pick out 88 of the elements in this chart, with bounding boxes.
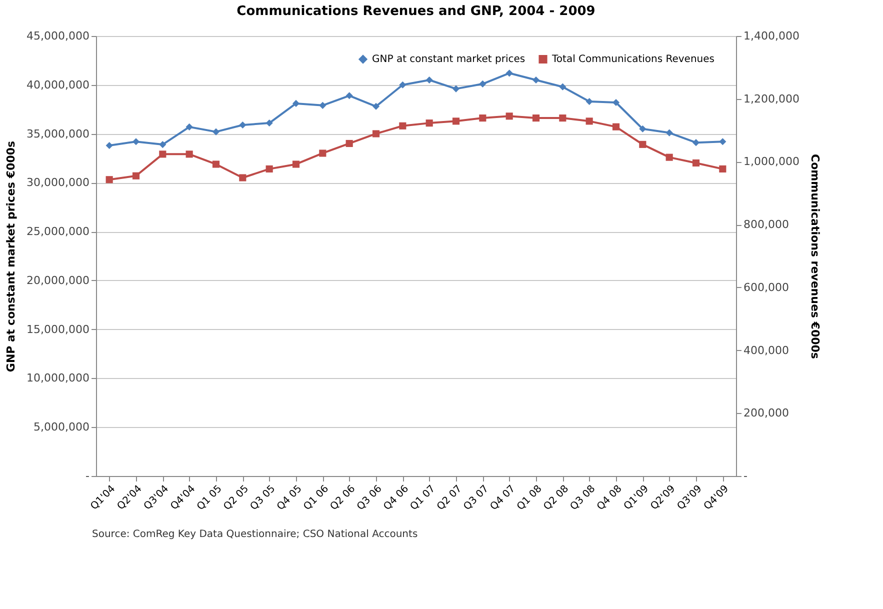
point — [692, 139, 700, 146]
y2-axis-title: Communications revenues €000s — [808, 154, 822, 360]
point — [239, 121, 246, 129]
point — [132, 172, 140, 180]
point — [266, 119, 273, 127]
point — [159, 140, 166, 148]
point — [426, 76, 433, 84]
x-tick-label: Q2 07 — [435, 484, 464, 513]
point — [159, 150, 166, 158]
point — [212, 128, 220, 136]
point — [346, 92, 353, 100]
point — [639, 125, 646, 132]
point — [666, 154, 673, 161]
point — [479, 114, 486, 122]
point — [132, 138, 140, 146]
y2-tick-label: 1,200,000 — [744, 92, 800, 106]
x-tick-label: Q3 06 — [355, 484, 384, 513]
point — [479, 80, 486, 88]
x-tick-label: Q1 08 — [515, 484, 544, 513]
x-tick-label: Q1 07 — [408, 484, 438, 513]
x-tick-label: Q4 06 — [382, 484, 411, 513]
point — [426, 120, 433, 127]
point — [292, 160, 300, 168]
y-tick-label: - — [86, 470, 90, 482]
point — [319, 150, 326, 157]
point — [559, 114, 566, 122]
point — [452, 85, 460, 92]
legend-label: GNP at constant market prices — [372, 54, 526, 66]
x-tick-label: Q1 06 — [302, 484, 331, 513]
x-tick-label: Q2 08 — [542, 484, 571, 513]
y-tick-label: 45,000,000 — [26, 30, 90, 42]
chart-title: Communications Revenues and GNP, 2004 - 2009 — [236, 4, 596, 19]
x-tick-label: Q3 08 — [568, 484, 598, 513]
point — [532, 76, 540, 84]
x-tick-label: Q3 07 — [462, 484, 491, 513]
y-tick-label: 15,000,000 — [26, 322, 90, 336]
x-tick-label: Q4 08 — [595, 484, 624, 513]
y-tick-label: 35,000,000 — [26, 127, 90, 140]
point — [239, 174, 246, 182]
y-tick-label: 25,000,000 — [26, 225, 90, 238]
source-note: Source: ComReg Key Data Questionnaire; CSO National Accounts — [92, 529, 419, 540]
point — [106, 176, 113, 184]
point — [692, 159, 700, 167]
x-tick-label: Q3 05 — [248, 484, 278, 513]
point — [532, 114, 540, 122]
point — [212, 160, 220, 168]
point — [186, 123, 193, 130]
y2-tick-label: 800,000 — [744, 218, 789, 232]
point — [586, 118, 593, 125]
point — [292, 100, 300, 108]
point — [719, 165, 726, 172]
x-tick-label: Q4 05 — [275, 484, 304, 513]
y2-tick-label: 400,000 — [744, 344, 789, 357]
x-tick-label: Q2 05 — [222, 484, 251, 513]
point — [346, 140, 353, 148]
y2-tick-label: 200,000 — [744, 406, 789, 420]
legend-label: Total Communications Revenues — [551, 54, 714, 66]
x-tick-label: Q2 06 — [328, 484, 358, 513]
point — [452, 118, 460, 125]
y-tick-label: 30,000,000 — [26, 176, 90, 190]
point — [506, 70, 513, 77]
y2-tick-label: - — [744, 470, 748, 482]
y2-tick-label: 1,400,000 — [744, 30, 800, 42]
point — [186, 150, 193, 158]
point — [399, 122, 406, 130]
point — [372, 130, 380, 138]
y-tick-label: 10,000,000 — [26, 372, 90, 385]
point — [319, 102, 326, 109]
point — [719, 138, 726, 146]
y2-tick-label: 600,000 — [744, 280, 789, 294]
x-tick-label: Q4 07 — [488, 484, 518, 513]
y2-tick-label: 1,000,000 — [744, 155, 800, 168]
point — [399, 81, 406, 88]
point — [639, 140, 646, 148]
y-tick-label: 5,000,000 — [34, 420, 90, 434]
y-tick-label: 20,000,000 — [26, 274, 90, 287]
point — [612, 123, 620, 130]
point — [666, 129, 673, 136]
y-axis-title: GNP at constant market prices €000s — [4, 140, 18, 372]
point — [612, 98, 620, 106]
x-tick-label: Q1 05 — [195, 484, 224, 513]
point — [266, 165, 273, 172]
point — [586, 98, 593, 106]
point — [372, 102, 380, 110]
point — [506, 112, 513, 120]
point — [106, 142, 113, 150]
y-tick-label: 40,000,000 — [26, 78, 90, 92]
point — [559, 83, 566, 90]
